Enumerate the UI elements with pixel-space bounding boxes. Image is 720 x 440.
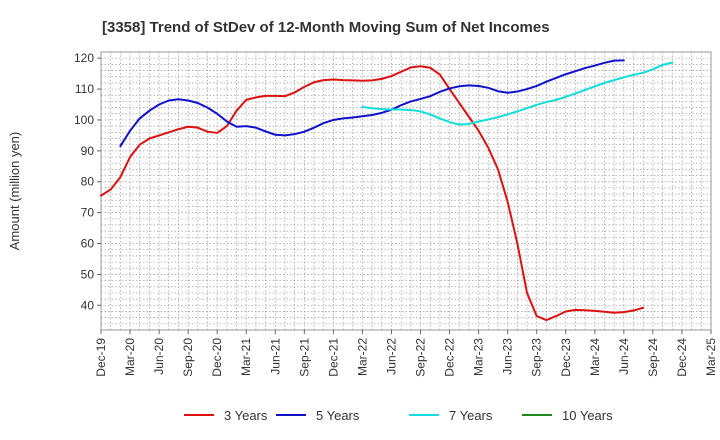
legend-label-3-years: 3 Years bbox=[224, 408, 268, 423]
x-tick-label: Sep-22 bbox=[414, 338, 428, 377]
legend-label-5-years: 5 Years bbox=[316, 408, 360, 423]
y-axis-label: Amount (million yen) bbox=[7, 132, 22, 251]
x-tick-label: Sep-20 bbox=[181, 338, 195, 377]
x-tick-label: Dec-24 bbox=[675, 338, 689, 377]
x-tick-label: Dec-22 bbox=[443, 338, 457, 377]
x-tick-label: Mar-21 bbox=[239, 338, 253, 376]
chart-title: [3358] Trend of StDev of 12-Month Moving… bbox=[102, 19, 550, 36]
grid-lines bbox=[101, 52, 711, 330]
y-tick-label: 60 bbox=[81, 237, 95, 251]
x-tick-label: Mar-25 bbox=[704, 338, 718, 376]
x-tick-label: Jun-24 bbox=[617, 338, 631, 375]
x-tick-label: Dec-23 bbox=[559, 338, 573, 377]
y-tick-label: 120 bbox=[74, 51, 94, 65]
x-tick-label: Mar-23 bbox=[472, 338, 486, 376]
y-axis: 40 50 60 70 80 90 100 110 120 bbox=[74, 51, 101, 312]
x-tick-label: Jun-20 bbox=[152, 338, 166, 375]
x-tick-label: Mar-20 bbox=[123, 338, 137, 376]
x-tick-label: Jun-22 bbox=[384, 338, 398, 375]
y-tick-label: 50 bbox=[81, 267, 95, 281]
x-axis: Dec-19 Mar-20 Jun-20 Sep-20 Dec-20 Mar-21 Jun-… bbox=[94, 330, 718, 377]
x-tick-label: Mar-22 bbox=[355, 338, 369, 376]
y-tick-label: 100 bbox=[74, 113, 94, 127]
x-tick-label: Sep-23 bbox=[530, 338, 544, 377]
x-tick-label: Jun-21 bbox=[268, 338, 282, 375]
x-tick-label: Dec-19 bbox=[94, 338, 108, 377]
legend-label-10-years: 10 Years bbox=[562, 408, 613, 423]
series-line-7-years bbox=[361, 61, 674, 126]
x-tick-label: Dec-21 bbox=[326, 338, 340, 377]
y-tick-label: 90 bbox=[81, 144, 95, 158]
x-tick-label: Dec-20 bbox=[210, 338, 224, 377]
x-tick-label: Sep-24 bbox=[646, 338, 660, 377]
plot-area bbox=[100, 51, 712, 331]
y-tick-label: 80 bbox=[81, 175, 95, 189]
x-tick-label: Sep-21 bbox=[297, 338, 311, 377]
series-lines bbox=[100, 59, 674, 322]
legend: 3 Years 5 Years 7 Years 10 Years bbox=[184, 408, 613, 423]
x-tick-label: Mar-24 bbox=[588, 338, 602, 376]
series-line-5-years bbox=[119, 59, 625, 148]
series-line-3-years bbox=[100, 65, 645, 322]
y-tick-label: 70 bbox=[81, 206, 95, 220]
legend-label-7-years: 7 Years bbox=[449, 408, 493, 423]
y-tick-label: 110 bbox=[75, 82, 94, 96]
y-tick-label: 40 bbox=[81, 298, 95, 312]
x-tick-label: Jun-23 bbox=[501, 338, 515, 375]
